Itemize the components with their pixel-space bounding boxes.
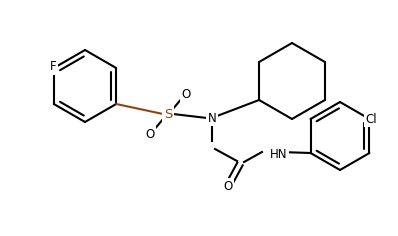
Text: O: O (145, 127, 155, 140)
Text: O: O (181, 88, 191, 101)
Text: O: O (223, 180, 232, 193)
Text: N: N (208, 111, 217, 125)
Text: HN: HN (270, 148, 287, 160)
Text: S: S (164, 108, 172, 121)
Text: F: F (49, 60, 56, 73)
Text: Cl: Cl (366, 113, 377, 126)
